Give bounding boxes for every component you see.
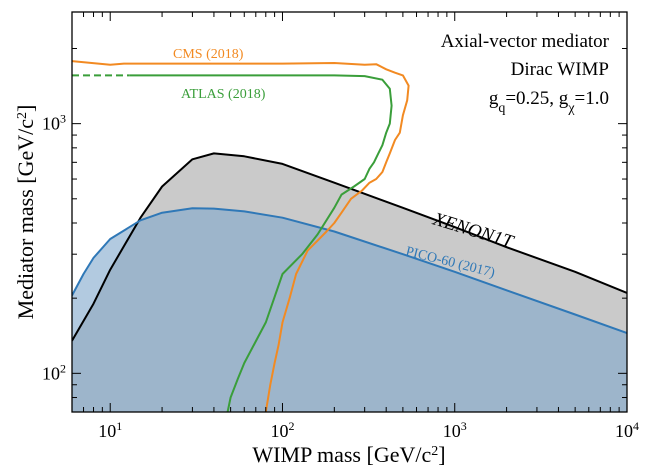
label-atlas: ATLAS (2018) [181,87,266,102]
y-tick-label: 103 [42,112,66,134]
annotation-line1: Axial-vector mediator [441,31,610,52]
x-axis-title: WIMP mass [GeV/c2] [252,442,445,467]
x-tick-label: 104 [615,419,639,441]
atlas-2018-line [129,74,393,412]
label-cms: CMS (2018) [173,47,244,62]
cms-2018-line [72,60,410,412]
x-tick-label: 101 [98,419,122,441]
pico-60-2017-line [72,207,627,334]
y-axis-title: Mediator mass [GeV/c2] [13,105,38,320]
y-tick-label: 102 [42,361,66,383]
series-curves [72,60,627,412]
exclusion-regions [72,153,627,412]
x-tick-label: 102 [270,419,294,441]
pico60-excluded-area [72,208,627,412]
annotation-line3: gq=0.25, gχ=1.0 [489,88,609,116]
axis-ticks: 101 102 103 104 102 103 [42,12,639,441]
annotation-line2: Dirac WIMP [511,59,609,80]
x-tick-label: 103 [443,419,467,441]
xenon1t-line [72,152,627,342]
plot-frame [71,11,628,413]
